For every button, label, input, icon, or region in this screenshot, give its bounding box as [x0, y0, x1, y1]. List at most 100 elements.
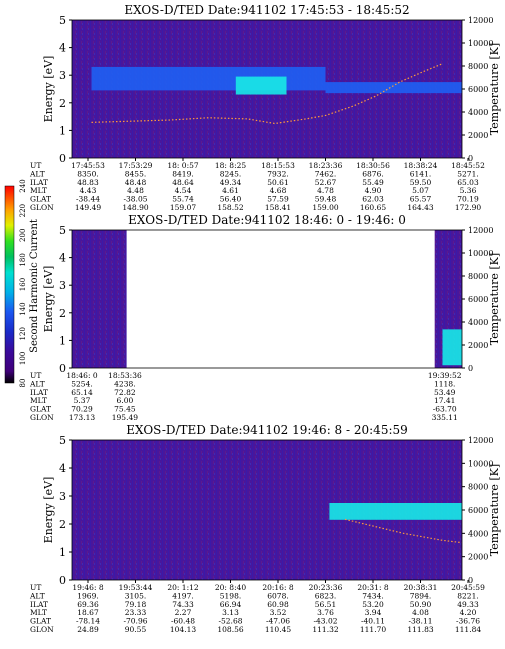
y-tick-label: 1: [59, 546, 66, 559]
data-segment: [72, 230, 127, 368]
table-cell: 53.20: [362, 600, 384, 609]
energy-band: [325, 82, 462, 94]
table-cell: -60.48: [171, 617, 195, 626]
table-cell: -47.06: [266, 617, 290, 626]
table-cell: 4.78: [317, 186, 334, 195]
table-cell: 3.94: [365, 608, 382, 617]
y-tick-label: 4: [59, 462, 66, 475]
table-cell: 48.48: [125, 178, 147, 187]
table-cell: 164.43: [407, 203, 433, 212]
table-cell: 111.70: [360, 625, 386, 634]
table-cell: -43.02: [313, 617, 337, 626]
y-axis-label: Energy [eV]: [42, 477, 55, 544]
colorbar-tick-label: 240: [19, 179, 27, 192]
table-cell: 56.51: [315, 600, 336, 609]
temperature-trace: [91, 63, 443, 125]
panel-title: EXOS-D/TED Date:941102 17:45:53 - 18:45:…: [124, 3, 409, 17]
table-cell: 6141.: [410, 169, 431, 178]
table-cell: 7894.: [410, 591, 431, 600]
table-cell: 17.41: [434, 396, 455, 405]
table-row-label: ALT: [29, 169, 45, 178]
y2-tick-label: 12000: [468, 436, 493, 445]
table-cell: 7932.: [267, 169, 288, 178]
table-cell: 20:45:59: [451, 583, 485, 592]
table-cell: 8455.: [125, 169, 146, 178]
table-cell: 20: 8:40: [215, 583, 247, 592]
y2-tick-label: 10000: [468, 249, 493, 258]
table-cell: 158.52: [217, 203, 243, 212]
table-cell: 4238.: [114, 379, 135, 388]
table-cell: 8350.: [77, 169, 98, 178]
table-cell: 104.13: [170, 625, 196, 634]
table-cell: 49.33: [457, 600, 479, 609]
table-cell: 5198.: [220, 591, 241, 600]
table-row-label: MLT: [30, 186, 47, 195]
table-cell: 60.98: [267, 600, 289, 609]
y2-tick-label: 2000: [468, 341, 488, 350]
table-cell: 173.13: [69, 413, 95, 422]
colorbar-tick-label: 220: [19, 204, 27, 217]
table-cell: 56.40: [220, 195, 242, 204]
table-cell: 20:16: 8: [262, 583, 294, 592]
table-cell: 65.14: [71, 388, 93, 397]
table-cell: 5271.: [457, 169, 478, 178]
table-cell: 18:38:24: [404, 161, 438, 170]
y2-axis-label: Temperature [K]: [488, 253, 501, 345]
y-tick-label: 1: [59, 334, 66, 347]
table-cell: 335.11: [432, 413, 458, 422]
table-cell: 159.00: [312, 203, 338, 212]
table-cell: 1969.: [77, 591, 98, 600]
table-cell: 4.54: [175, 186, 192, 195]
y2-tick-label: 12000: [468, 226, 493, 235]
panel-2: EXOS-D/TED Date:941102 18:46: 0 - 19:46:…: [29, 213, 501, 422]
table-cell: 3.52: [270, 608, 287, 617]
table-cell: 65.03: [457, 178, 479, 187]
table-cell: 6078.: [267, 591, 288, 600]
table-cell: -63.70: [433, 405, 457, 414]
table-cell: 195.49: [112, 413, 138, 422]
table-row-label: ILAT: [30, 600, 48, 609]
table-cell: 53.49: [434, 388, 456, 397]
table-cell: 4.68: [270, 186, 287, 195]
table-cell: 8221.: [457, 591, 478, 600]
table-cell: 66.94: [220, 600, 242, 609]
colorbar-tick-label: 100: [19, 352, 27, 365]
table-cell: 65.57: [410, 195, 432, 204]
table-cell: 6.00: [117, 396, 134, 405]
table-cell: 18:45:52: [451, 161, 485, 170]
table-row-label: MLT: [30, 608, 47, 617]
y2-tick-label: 4000: [468, 318, 488, 327]
table-cell: 50.90: [410, 600, 432, 609]
table-row-label: UT: [30, 371, 41, 380]
table-cell: 55.74: [172, 195, 194, 204]
y-tick-label: 5: [59, 434, 66, 447]
table-cell: 6823.: [315, 591, 336, 600]
table-row-label: UT: [30, 583, 41, 592]
table-cell: 2.27: [175, 608, 192, 617]
table-cell: 69.36: [77, 600, 99, 609]
table-row-label: GLON: [30, 203, 54, 212]
table-cell: 111.83: [407, 625, 433, 634]
table-row-label: GLAT: [30, 405, 51, 414]
table-cell: 8245.: [220, 169, 241, 178]
temperature-trace: [344, 518, 463, 544]
table-cell: 57.59: [267, 195, 289, 204]
table-cell: -78.14: [76, 617, 100, 626]
table-cell: 5.36: [460, 186, 477, 195]
table-cell: 90.55: [125, 625, 147, 634]
table-row-label: GLAT: [30, 195, 51, 204]
table-cell: 18:30:56: [356, 161, 390, 170]
table-row-label: GLON: [30, 625, 54, 634]
colorbar-tick-label: 200: [19, 229, 27, 242]
table-cell: 172.90: [455, 203, 481, 212]
table-cell: 17:53:29: [119, 161, 153, 170]
y-tick-label: 0: [59, 152, 66, 165]
y-axis-label: Energy [eV]: [42, 56, 55, 123]
y-tick-label: 5: [59, 224, 66, 237]
table-cell: 19:46: 8: [72, 583, 104, 592]
table-row-label: GLON: [30, 413, 54, 422]
table-cell: 111.84: [455, 625, 481, 634]
table-row-label: MLT: [30, 396, 47, 405]
y-tick-label: 4: [59, 42, 66, 55]
table-cell: 4.61: [222, 186, 239, 195]
